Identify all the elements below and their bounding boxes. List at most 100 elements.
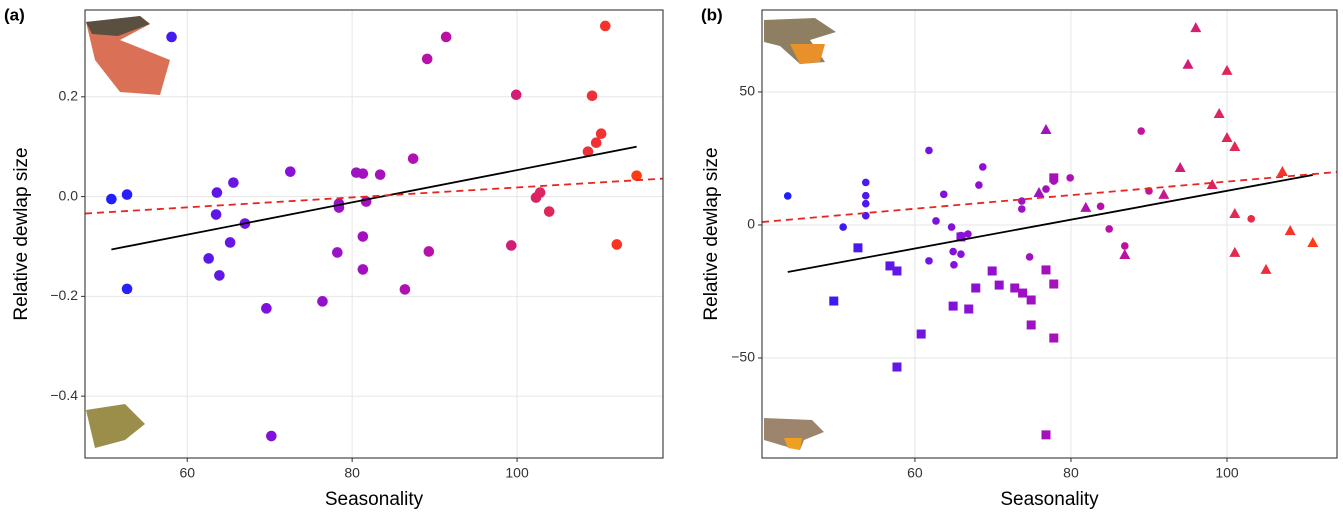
- fit-line: [111, 145, 637, 251]
- y-tick-label: −50: [731, 349, 755, 365]
- point: [892, 362, 902, 372]
- plot-frame: [761, 9, 1338, 459]
- point: [1041, 430, 1051, 440]
- point: [1307, 237, 1319, 248]
- point: [1096, 202, 1105, 211]
- fit-line: [762, 171, 1337, 223]
- point: [317, 296, 328, 307]
- point: [224, 237, 236, 248]
- point: [1018, 205, 1026, 213]
- lizard-illustration: [86, 16, 836, 450]
- point: [543, 206, 555, 217]
- point: [861, 178, 870, 187]
- point: [1190, 22, 1202, 33]
- point: [939, 190, 948, 199]
- plot-background: [762, 10, 1337, 458]
- point: [357, 264, 369, 275]
- point: [1276, 166, 1288, 177]
- panel-label: (b): [701, 5, 723, 24]
- point: [166, 31, 177, 43]
- point: [1018, 288, 1028, 298]
- point: [1120, 242, 1129, 250]
- point: [631, 170, 642, 181]
- point: [964, 304, 974, 314]
- x-tick-label: 80: [1063, 465, 1079, 481]
- y-axis-title: Relative dewlap size: [701, 147, 722, 320]
- point: [1221, 64, 1233, 75]
- point: [1033, 187, 1045, 198]
- point: [1080, 201, 1092, 212]
- point: [423, 246, 435, 257]
- point: [1025, 253, 1034, 261]
- point: [1284, 225, 1296, 236]
- point: [421, 53, 433, 65]
- x-tick-label: 60: [179, 465, 195, 481]
- point: [106, 193, 117, 205]
- point: [374, 169, 386, 180]
- point: [1229, 141, 1241, 152]
- point: [853, 243, 863, 253]
- point: [1040, 123, 1052, 134]
- point: [956, 232, 966, 242]
- fit-line: [85, 177, 663, 215]
- point: [228, 177, 239, 188]
- point: [975, 181, 983, 189]
- y-tick-label: −0.4: [50, 387, 78, 403]
- point: [861, 199, 870, 208]
- point: [783, 192, 792, 200]
- point: [839, 223, 847, 231]
- point: [1158, 188, 1170, 199]
- point: [440, 31, 452, 43]
- y-axis-title: Relative dewlap size: [11, 147, 32, 320]
- point: [994, 280, 1004, 290]
- x-axis-title: Seasonality: [1000, 489, 1099, 510]
- point: [360, 196, 372, 207]
- point: [1041, 265, 1051, 275]
- point: [916, 329, 926, 339]
- point: [586, 90, 598, 102]
- point: [611, 239, 623, 250]
- point: [332, 247, 343, 258]
- point: [1213, 108, 1225, 119]
- point: [950, 261, 958, 269]
- point: [285, 166, 296, 177]
- point: [121, 189, 133, 200]
- y-tick-label: 50: [739, 83, 755, 99]
- point: [595, 128, 607, 140]
- point: [925, 257, 933, 265]
- point: [987, 266, 997, 276]
- point: [214, 270, 225, 281]
- point: [357, 231, 369, 242]
- x-tick-label: 80: [344, 465, 360, 481]
- point: [978, 163, 987, 171]
- point: [829, 296, 839, 306]
- point: [266, 430, 277, 442]
- plot-background: [85, 10, 663, 458]
- point: [261, 303, 272, 314]
- point: [948, 301, 958, 311]
- point: [1174, 162, 1186, 173]
- point: [203, 253, 214, 264]
- point: [1206, 179, 1218, 190]
- point: [210, 209, 222, 220]
- point: [964, 230, 972, 238]
- fit-line: [787, 174, 1313, 273]
- x-tick-label: 60: [907, 465, 923, 481]
- point: [1026, 320, 1036, 330]
- point: [399, 284, 411, 295]
- point: [407, 153, 419, 164]
- point: [1018, 197, 1026, 205]
- point: [1010, 283, 1020, 293]
- x-axis-title: Seasonality: [325, 489, 424, 510]
- y-tick-label: 0.2: [59, 88, 79, 104]
- panel-label: (a): [4, 5, 25, 24]
- point: [510, 89, 522, 101]
- point: [599, 20, 611, 32]
- point: [1119, 249, 1131, 260]
- point: [971, 283, 981, 293]
- plot-layer: [762, 22, 1337, 440]
- point: [1229, 208, 1241, 219]
- point: [121, 283, 133, 295]
- point: [861, 191, 870, 200]
- point: [590, 137, 602, 149]
